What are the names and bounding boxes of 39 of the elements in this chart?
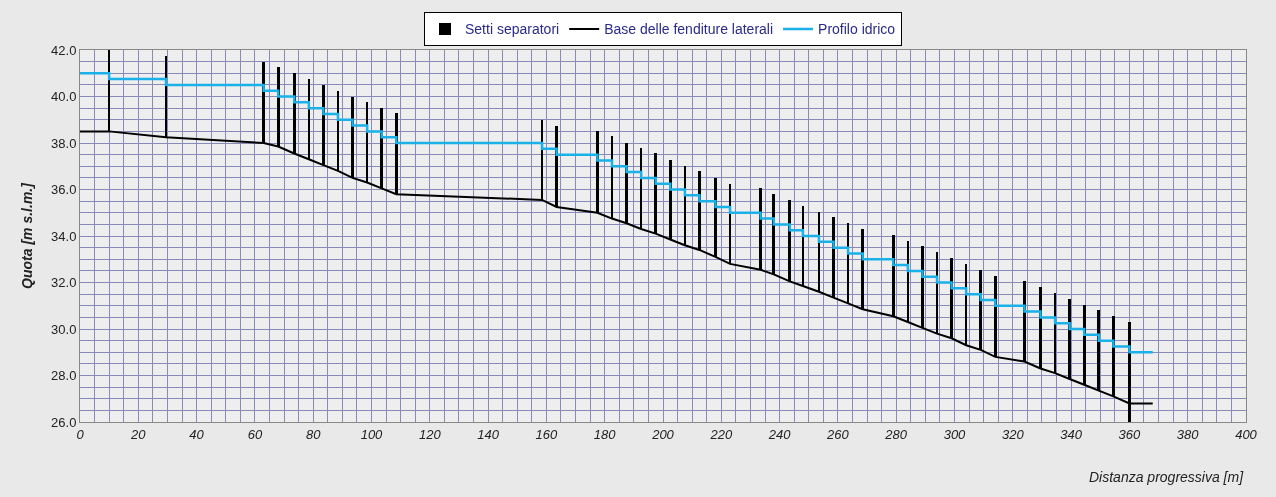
x-tick-label: 140 xyxy=(477,426,500,442)
x-tick-label: 300 xyxy=(943,426,967,442)
x-tick-label: 120 xyxy=(418,426,442,442)
bar xyxy=(1097,310,1100,391)
x-tick-label: 260 xyxy=(826,426,850,442)
x-tick-label: 320 xyxy=(1001,426,1025,442)
x-tick-label: 280 xyxy=(884,426,908,442)
y-tick-label: 32.0 xyxy=(51,275,77,291)
y-tick-label: 40.0 xyxy=(51,89,77,105)
x-tick-label: 80 xyxy=(305,426,322,442)
x-tick-label: 380 xyxy=(1176,426,1200,442)
legend-label: Setti separatori xyxy=(465,21,560,38)
x-tick-label: 220 xyxy=(709,426,733,442)
y-tick-label: 34.0 xyxy=(51,228,77,244)
y-tick-label: 38.0 xyxy=(51,135,77,151)
x-tick-label: 360 xyxy=(1118,426,1142,442)
legend-label: Base delle fenditure laterali xyxy=(604,21,774,38)
y-tick-label: 26.0 xyxy=(51,414,77,430)
y-tick-label: 28.0 xyxy=(51,368,77,384)
y-tick-label: 42.0 xyxy=(51,42,77,58)
bar xyxy=(772,194,775,274)
y-tick-label: 36.0 xyxy=(51,182,77,198)
x-axis-title: Distanza progressiva [m] xyxy=(1089,469,1245,485)
y-tick-label: 30.0 xyxy=(51,321,77,337)
bar xyxy=(788,200,791,281)
x-tick-label: 180 xyxy=(593,426,617,442)
x-tick-label: 340 xyxy=(1060,426,1083,442)
x-tick-label: 240 xyxy=(767,426,792,442)
x-tick-label: 0 xyxy=(76,426,85,442)
x-tick-label: 20 xyxy=(130,426,147,442)
x-tick-label: 100 xyxy=(360,426,384,442)
x-tick-label: 200 xyxy=(651,426,675,442)
x-tick-label: 40 xyxy=(189,426,205,442)
x-tick-label: 400 xyxy=(1235,426,1258,442)
y-axis-title: Quota [m s.l.m.] xyxy=(18,181,35,289)
legend-label: Profilo idrico xyxy=(818,21,896,38)
bar xyxy=(1083,305,1086,385)
x-tick-label: 160 xyxy=(535,426,559,442)
x-tick-label: 60 xyxy=(247,426,263,442)
